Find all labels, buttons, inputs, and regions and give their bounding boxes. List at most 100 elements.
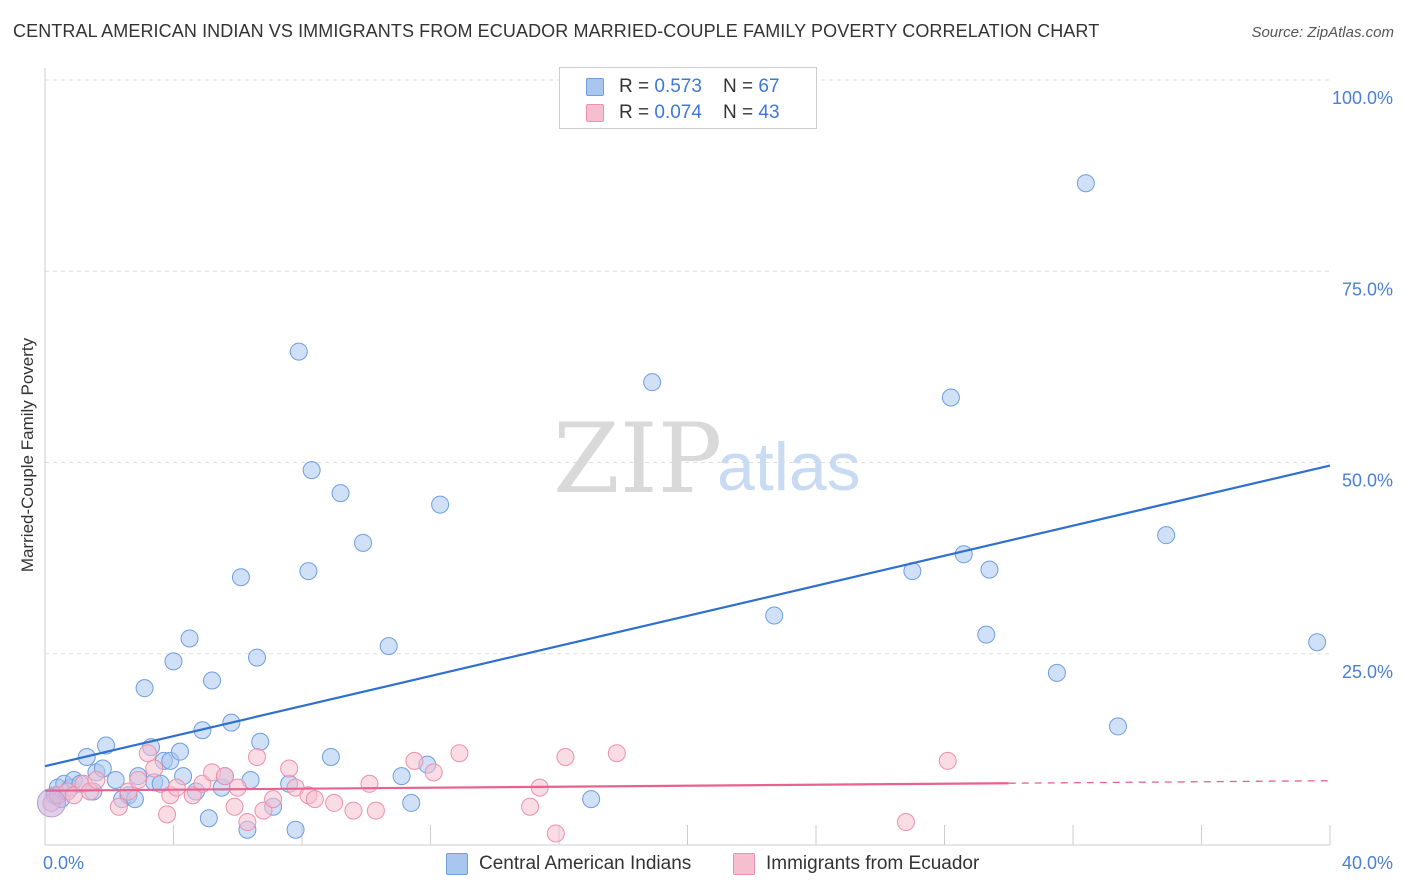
data-point-central-american-indians	[1157, 526, 1176, 545]
y-tick-label: 75.0%	[1342, 279, 1393, 299]
n-label: N =	[723, 102, 759, 123]
data-point-central-american-indians	[248, 648, 267, 667]
grid-layer	[45, 79, 1330, 655]
y-tick-label: 25.0%	[1342, 662, 1393, 682]
data-point-immigrants-from-ecuador	[167, 778, 186, 797]
data-point-central-american-indians	[977, 625, 996, 644]
data-point-central-american-indians	[203, 671, 222, 690]
x-tick-label-max: 40.0%	[1342, 853, 1393, 873]
legend-label-central-american-indians: Central American Indians	[479, 853, 692, 874]
legend-swatch-central-american-indians	[446, 853, 468, 875]
data-point-central-american-indians	[299, 562, 318, 581]
trend-line-immigrants-from-ecuador-extension	[1008, 780, 1331, 784]
data-point-central-american-indians	[251, 732, 270, 751]
data-point-immigrants-from-ecuador	[896, 813, 915, 832]
data-point-immigrants-from-ecuador	[193, 774, 212, 793]
data-point-central-american-indians	[170, 742, 189, 761]
data-point-immigrants-from-ecuador	[450, 744, 469, 763]
data-point-immigrants-from-ecuador	[225, 797, 244, 816]
source-label: Source: ZipAtlas.com	[1251, 24, 1394, 41]
data-point-immigrants-from-ecuador	[248, 748, 267, 767]
legend-stats-text: R = 0.074 N = 43	[619, 102, 780, 124]
data-point-immigrants-from-ecuador	[521, 797, 540, 816]
y-tick-label: 100.0%	[1332, 88, 1393, 108]
trend-lines	[44, 464, 1331, 792]
data-point-immigrants-from-ecuador	[546, 824, 565, 843]
data-point-immigrants-from-ecuador	[938, 751, 957, 770]
data-point-central-american-indians	[941, 388, 960, 407]
data-point-central-american-indians	[135, 679, 154, 698]
data-point-immigrants-from-ecuador	[138, 744, 157, 763]
chart-title: CENTRAL AMERICAN INDIAN VS IMMIGRANTS FR…	[13, 21, 1100, 41]
data-point-central-american-indians	[302, 461, 321, 480]
data-point-central-american-indians	[106, 770, 125, 789]
watermark-atlas: atlas	[717, 429, 861, 505]
r-label: R =	[619, 76, 655, 97]
data-point-central-american-indians	[1047, 663, 1066, 682]
data-point-immigrants-from-ecuador	[366, 801, 385, 820]
legend-label-immigrants-from-ecuador: Immigrants from Ecuador	[766, 853, 980, 874]
data-point-central-american-indians	[402, 793, 421, 812]
data-point-central-american-indians	[199, 809, 218, 828]
data-point-central-american-indians	[286, 820, 305, 839]
data-point-central-american-indians	[643, 373, 662, 392]
n-label: N =	[723, 76, 759, 97]
trend-line-central-american-indians	[44, 464, 1331, 768]
x-tick-label-min: 0.0%	[43, 853, 84, 873]
data-point-immigrants-from-ecuador	[183, 786, 202, 805]
watermark-zip: ZIP	[553, 403, 722, 515]
data-point-immigrants-from-ecuador	[129, 770, 148, 789]
data-point-immigrants-from-ecuador	[145, 759, 164, 778]
data-point-central-american-indians	[180, 629, 199, 648]
data-point-immigrants-from-ecuador	[344, 801, 363, 820]
legend-swatch-immigrants-from-ecuador	[733, 853, 755, 875]
data-point-central-american-indians	[954, 545, 973, 564]
data-point-immigrants-from-ecuador	[215, 767, 234, 786]
data-point-central-american-indians	[392, 767, 411, 786]
data-point-central-american-indians	[164, 652, 183, 671]
data-point-central-american-indians	[331, 484, 350, 503]
data-point-immigrants-from-ecuador	[264, 790, 283, 809]
trend-line-immigrants-from-ecuador	[44, 782, 1009, 792]
stats-legend: R = 0.573 N = 67 R = 0.074 N = 43	[559, 67, 817, 129]
data-point-immigrants-from-ecuador	[405, 751, 424, 770]
r-label: R =	[619, 102, 655, 123]
data-point-immigrants-from-ecuador	[607, 744, 626, 763]
data-point-central-american-indians	[1076, 174, 1095, 193]
r-value: 0.074	[654, 102, 702, 123]
data-point-immigrants-from-ecuador	[305, 790, 324, 809]
data-point-immigrants-from-ecuador	[424, 763, 443, 782]
data-point-immigrants-from-ecuador	[238, 813, 257, 832]
data-point-immigrants-from-ecuador	[254, 801, 273, 820]
data-point-central-american-indians	[321, 748, 340, 767]
watermark: ZIP atlas	[553, 403, 861, 515]
n-value: 43	[758, 102, 780, 123]
legend-swatch-immigrants-from-ecuador	[586, 104, 604, 122]
tick-labels: 25.0% 50.0% 75.0% 100.0% 0.0% 40.0%	[43, 88, 1393, 873]
data-point-central-american-indians	[1308, 633, 1327, 652]
data-point-central-american-indians	[289, 342, 308, 361]
data-point-immigrants-from-ecuador	[158, 805, 177, 824]
data-point-central-american-indians	[431, 495, 450, 514]
data-point-immigrants-from-ecuador	[109, 797, 128, 816]
data-point-central-american-indians	[765, 606, 784, 625]
n-value: 67	[758, 76, 780, 97]
data-point-cluster	[36, 788, 66, 818]
data-point-central-american-indians	[97, 736, 116, 755]
data-point-immigrants-from-ecuador	[556, 748, 575, 767]
data-point-immigrants-from-ecuador	[325, 793, 344, 812]
data-point-central-american-indians	[980, 560, 999, 579]
r-value: 0.573	[654, 76, 702, 97]
data-point-central-american-indians	[231, 568, 250, 587]
data-point-central-american-indians	[379, 637, 398, 656]
legend-swatch-central-american-indians	[586, 78, 604, 96]
data-point-central-american-indians	[354, 533, 373, 552]
data-point-immigrants-from-ecuador	[280, 759, 299, 778]
data-point-central-american-indians	[582, 790, 601, 809]
data-point-central-american-indians	[1108, 717, 1127, 736]
data-point-immigrants-from-ecuador	[119, 782, 138, 801]
y-tick-label: 50.0%	[1342, 471, 1393, 491]
legend-stats-text: R = 0.573 N = 67	[619, 76, 780, 98]
data-point-immigrants-from-ecuador	[228, 778, 247, 797]
